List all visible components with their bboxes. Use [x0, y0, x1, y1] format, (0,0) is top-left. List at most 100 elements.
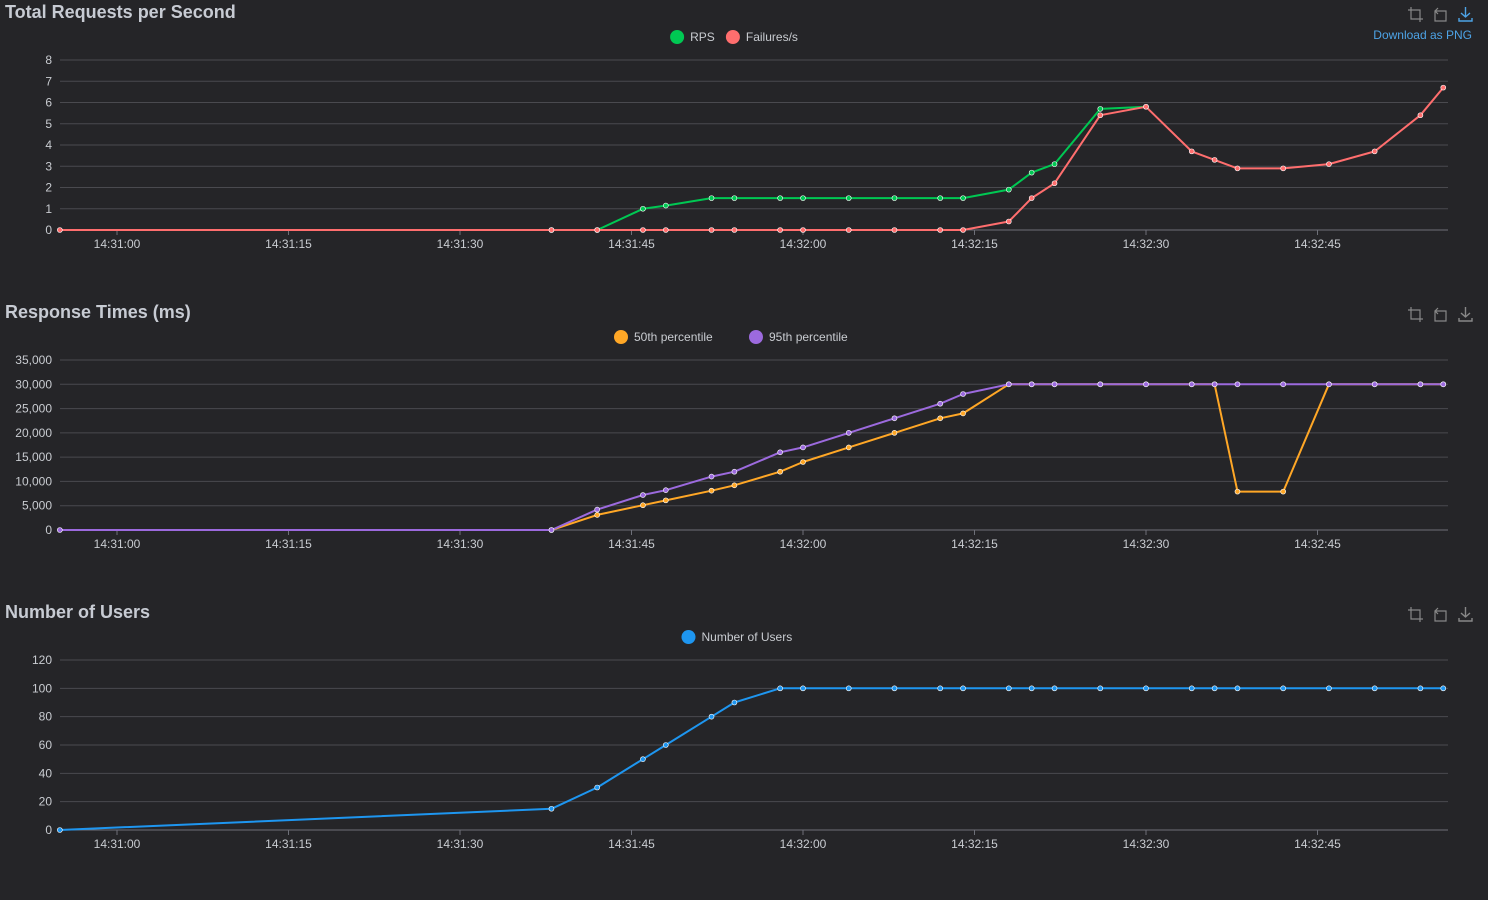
rps-chart-panel: Total Requests per Second Download as PN… — [0, 0, 1488, 300]
data-point — [960, 685, 966, 692]
data-point — [594, 227, 601, 233]
y-tick-label: 8 — [45, 53, 52, 67]
data-point — [1143, 103, 1149, 110]
data-point — [845, 430, 852, 436]
data-point — [1005, 381, 1012, 388]
series-line — [551, 105, 1147, 231]
data-point — [1440, 381, 1447, 388]
x-tick-label: 14:32:00 — [780, 837, 827, 851]
legend-item: Failures/s — [725, 30, 798, 44]
zoom-icon[interactable] — [1407, 606, 1424, 623]
data-point — [1097, 685, 1104, 692]
data-point — [1280, 165, 1286, 172]
legend-label: 50th percentile — [634, 330, 713, 344]
data-point — [960, 391, 966, 397]
data-point — [662, 202, 669, 209]
y-tick-label: 30,000 — [15, 377, 52, 391]
data-point — [1005, 685, 1012, 692]
data-point — [1188, 381, 1195, 388]
y-tick-label: 5,000 — [22, 499, 52, 513]
data-point — [800, 227, 806, 233]
data-point — [1326, 381, 1332, 388]
data-point — [1280, 488, 1286, 495]
chart-toolbox — [1407, 606, 1474, 623]
y-tick-label: 0 — [45, 223, 52, 237]
users-chart-panel: Number of Users 0 20 40 60 80 100 120 14:31:00 1… — [0, 600, 1488, 900]
y-tick-label: 40 — [39, 766, 53, 780]
restore-icon[interactable] — [1432, 606, 1449, 623]
data-point — [1417, 112, 1424, 119]
data-point — [937, 415, 944, 422]
x-tick-label: 14:31:15 — [265, 237, 312, 251]
data-point — [662, 227, 669, 233]
data-point — [891, 415, 898, 422]
data-point — [1326, 685, 1332, 692]
data-point — [1188, 685, 1195, 692]
data-point — [1143, 381, 1149, 388]
legend-label: Number of Users — [702, 630, 793, 644]
x-tick-label: 14:31:15 — [265, 537, 312, 551]
y-tick-label: 1 — [45, 202, 52, 216]
data-point — [1234, 488, 1241, 495]
data-point — [891, 430, 898, 436]
data-point — [800, 685, 806, 692]
x-tick-label: 14:32:30 — [1123, 537, 1170, 551]
y-tick-label: 0 — [45, 823, 52, 837]
data-point — [845, 444, 852, 451]
data-point — [800, 459, 806, 465]
data-point — [1417, 685, 1424, 692]
data-point — [731, 227, 738, 233]
download-icon[interactable] — [1457, 6, 1474, 23]
legend-label: RPS — [690, 30, 715, 44]
x-tick-label: 14:32:15 — [951, 537, 998, 551]
data-point — [1440, 84, 1447, 91]
download-icon[interactable] — [1457, 306, 1474, 323]
zoom-icon[interactable] — [1407, 6, 1424, 23]
data-point — [708, 227, 715, 233]
data-point — [1211, 685, 1218, 692]
data-point — [1280, 685, 1286, 692]
x-tick-label: 14:32:00 — [780, 237, 827, 251]
chart-title: Total Requests per Second — [5, 2, 236, 22]
x-tick-label: 14:32:15 — [951, 837, 998, 851]
data-point — [777, 449, 783, 456]
y-tick-label: 10,000 — [15, 474, 52, 488]
data-point — [1326, 161, 1332, 167]
data-point — [1051, 180, 1058, 187]
y-tick-label: 25,000 — [15, 402, 52, 416]
data-point — [708, 473, 715, 480]
data-point — [1211, 157, 1218, 163]
legend-item: 95th percentile — [749, 330, 848, 344]
data-point — [937, 400, 944, 407]
data-point — [662, 487, 669, 493]
data-point — [1234, 381, 1241, 388]
data-point — [1028, 685, 1035, 692]
data-point — [1417, 381, 1424, 388]
restore-icon[interactable] — [1432, 306, 1449, 323]
x-tick-label: 14:32:15 — [951, 237, 998, 251]
data-point — [1005, 218, 1012, 225]
data-point — [708, 713, 715, 720]
data-point — [1143, 685, 1149, 692]
chart-toolbox — [1407, 306, 1474, 323]
data-point — [640, 205, 646, 212]
y-tick-label: 4 — [45, 138, 52, 152]
x-tick-label: 14:32:45 — [1294, 837, 1341, 851]
download-icon[interactable] — [1457, 606, 1474, 623]
data-point — [57, 827, 63, 833]
series-line — [59, 383, 1444, 531]
restore-icon[interactable] — [1432, 6, 1449, 23]
zoom-icon[interactable] — [1407, 306, 1424, 323]
x-tick-label: 14:32:30 — [1123, 837, 1170, 851]
data-point — [731, 482, 738, 489]
data-point — [777, 685, 783, 692]
data-point — [1097, 381, 1104, 388]
data-point — [1051, 685, 1058, 692]
data-point — [1211, 381, 1218, 388]
data-point — [1051, 161, 1058, 167]
data-point — [800, 444, 806, 451]
data-point — [548, 227, 555, 233]
data-point — [777, 468, 783, 475]
data-point — [1371, 685, 1378, 692]
y-tick-label: 20,000 — [15, 426, 52, 440]
